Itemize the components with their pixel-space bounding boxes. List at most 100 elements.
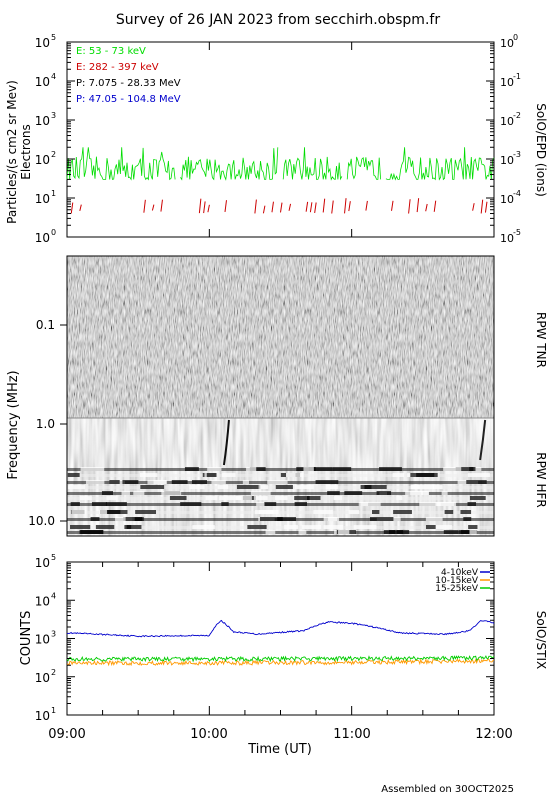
epd-electron-53-73-line	[385, 147, 495, 181]
hfr-blob	[171, 480, 188, 484]
hfr-blob	[256, 502, 265, 506]
legend-e-53-73: E: 53 - 73 keV	[76, 46, 146, 57]
epd-left-tick-exponent: 3	[51, 111, 56, 120]
stix-tick-label: 10	[35, 671, 50, 685]
tnr-spectrogram	[67, 256, 494, 418]
epd-left-tick-label: 10	[35, 153, 50, 167]
hfr-blob	[246, 467, 257, 471]
hfr-blob	[358, 502, 381, 506]
epd-right-tick-label: 10	[500, 37, 514, 50]
hfr-bands	[67, 467, 494, 534]
epd-electron-282-397-spike	[305, 201, 309, 212]
hfr-blob	[205, 496, 218, 500]
epd-electron-282-397-spike	[262, 205, 266, 214]
footer-assembled: Assembled on 30OCT2025	[381, 784, 514, 795]
stix-series-layer	[66, 619, 495, 667]
hfr-blob	[411, 485, 434, 489]
epd-left-tick-exponent: 5	[51, 33, 56, 42]
rpw-yticks: 0.1 1.0 10.0	[28, 318, 67, 528]
rpw-ylabel: Frequency (MHz)	[6, 370, 21, 479]
xtick-1200: 12:00	[475, 727, 512, 742]
hfr-blob	[101, 491, 114, 495]
hfr-blob	[327, 491, 340, 495]
hfr-blob	[344, 491, 363, 495]
hfr-blob	[323, 525, 344, 529]
hfr-blob	[95, 525, 115, 529]
hfr-blob	[298, 530, 307, 534]
hfr-blob	[469, 496, 486, 500]
xtick-0900: 09:00	[48, 727, 85, 742]
hfr-blob	[295, 485, 314, 489]
epd-electron-282-397-spike	[309, 202, 313, 213]
stix-tick-label: 10	[35, 633, 50, 647]
epd-left-tick-label: 10	[35, 231, 50, 245]
hfr-blob	[153, 480, 168, 484]
stix-tick-exponent: 4	[51, 591, 56, 600]
hfr-blob	[106, 496, 118, 500]
hfr-blob	[71, 510, 87, 514]
epd-right-tick-label: 10	[500, 193, 514, 206]
hfr-blob	[275, 496, 288, 500]
epd-electron-53-73-line	[282, 147, 343, 181]
hfr-blob	[217, 485, 229, 489]
stix-series-line-15-25kev	[66, 655, 495, 663]
epd-left-tick-exponent: 1	[51, 189, 56, 198]
hfr-blob	[126, 525, 142, 529]
stix-xlabel: Time (UT)	[247, 742, 312, 757]
stix-legend: 4-10keV 10-15keV 15-25keV	[435, 568, 490, 594]
hfr-blob	[286, 473, 296, 477]
hfr-blob	[294, 496, 310, 500]
hfr-blob	[207, 467, 222, 471]
hfr-blob	[105, 502, 127, 506]
hfr-blob	[121, 491, 130, 495]
legend-10-15kev: 10-15keV	[435, 576, 479, 586]
stix-tick-exponent: 3	[51, 630, 56, 639]
epd-left-tick-exponent: 4	[51, 72, 56, 81]
hfr-blob	[469, 530, 477, 534]
epd-right-tick-exponent: -1	[513, 72, 521, 81]
hfr-blob	[369, 517, 394, 521]
epd-electron-282-397-spike	[288, 203, 292, 211]
epd-panel: 10 0 10 -510 1 10 -410 2 10 -310 3 10 -210 4 10 -110 5 10…	[5, 33, 548, 245]
hfr-blob	[242, 480, 249, 484]
epd-electron-282-397-spike	[79, 204, 82, 211]
hfr-blob	[67, 473, 80, 477]
epd-left-tick-label: 10	[35, 36, 50, 50]
hfr-blob	[125, 517, 144, 521]
epd-right-tick-label: 10	[500, 232, 514, 245]
hfr-blob	[469, 467, 476, 471]
hfr-blob	[180, 502, 202, 506]
hfr-blob	[443, 530, 459, 534]
hfr-blob	[353, 525, 377, 529]
epd-right-tick-label: 10	[500, 76, 514, 89]
hfr-blob	[135, 510, 157, 514]
rpw-tick-label-0-1: 0.1	[36, 318, 55, 332]
radio-burst-2	[479, 419, 487, 461]
stix-ylabel: COUNTS	[19, 611, 34, 666]
epd-ylabel-electrons: Electrons	[19, 124, 33, 179]
epd-electron-282-397-spike	[198, 198, 202, 214]
epd-electron-282-397-spike	[143, 199, 146, 213]
hfr-blob	[338, 530, 350, 534]
hfr-blob	[169, 496, 187, 500]
hfr-band	[67, 526, 494, 529]
xtick-1000: 10:00	[190, 727, 227, 742]
hfr-blob	[140, 485, 165, 489]
hfr-band	[67, 492, 494, 495]
hfr-blob	[443, 467, 462, 471]
hfr-blob	[425, 525, 436, 529]
hfr-blob	[468, 525, 478, 529]
epd-electron-53-73-line	[66, 147, 176, 181]
hfr-blob	[467, 473, 490, 477]
hfr-blob	[372, 510, 380, 514]
hfr-blob	[392, 473, 405, 477]
hfr-blob	[432, 485, 443, 489]
hfr-blob	[259, 517, 283, 521]
epd-electron-282-397-spike	[425, 203, 428, 212]
hfr-blob	[235, 496, 252, 500]
epd-electron-282-397-spike	[203, 201, 206, 214]
epd-electron-282-397-spike	[224, 200, 227, 213]
